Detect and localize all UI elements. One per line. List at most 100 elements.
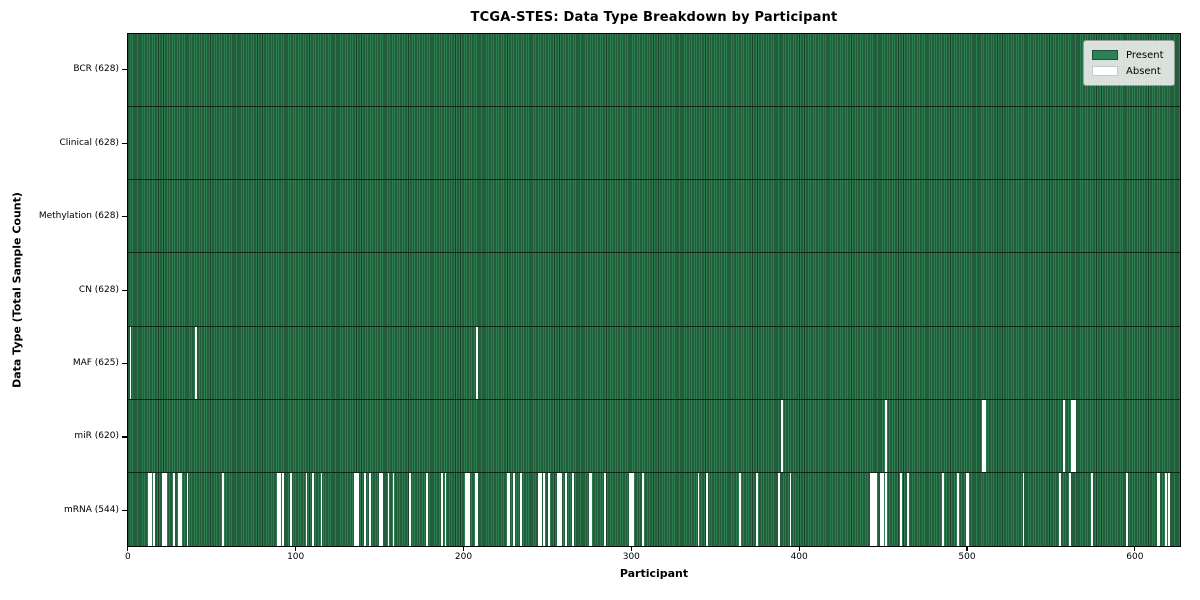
row-mir [128,399,1180,473]
absent-stripe [506,472,509,546]
absent-stripe [628,472,631,546]
absent-stripe [571,472,574,546]
absent-stripe [426,472,428,546]
x-tick-mark [966,547,968,551]
present-swatch-icon [1092,50,1118,60]
legend-label-absent: Absent [1126,65,1161,77]
x-tick-label: 400 [790,552,808,562]
absent-stripe [409,472,412,546]
legend-label-present: Present [1126,49,1164,61]
x-tick-mark [1134,547,1136,551]
absent-stripe [885,472,887,546]
absent-stripe [357,472,360,546]
absent-stripe [543,472,546,546]
absent-stripe [441,472,444,546]
absent-stripe [195,326,197,399]
x-tick-label: 100 [287,552,305,562]
absent-stripe [739,472,742,546]
row-maf [128,326,1180,400]
absent-stripe [129,326,132,399]
y-tick-label: mRNA (544) [64,504,119,515]
absent-stripe [392,472,395,546]
y-tick-mark [122,362,127,365]
legend-item-present: Present [1092,47,1166,63]
absent-stripe [277,472,279,546]
y-tick-mark [122,436,127,438]
absent-stripe [630,472,633,546]
absent-stripe [1126,472,1129,546]
chart-title: TCGA-STES: Data Type Breakdown by Partic… [470,10,838,25]
absent-stripe [305,472,308,546]
absent-stripe [789,472,792,546]
y-tick-mark [122,216,127,218]
absent-stripe [880,472,882,546]
y-tick-label: Methylation (628) [38,211,119,222]
absent-stripe [312,472,315,546]
absent-stripe [476,326,479,399]
absent-stripe [379,472,382,546]
y-tick-mark [122,289,127,291]
absent-stripe [149,472,152,546]
absent-stripe [538,472,541,546]
absent-stripe [1071,399,1073,472]
absent-stripe [603,472,606,546]
absent-stripe [519,472,522,546]
x-tick-mark [127,547,129,551]
absent-stripe [560,472,562,546]
absent-stripe [781,399,784,472]
absent-stripe [1091,472,1093,546]
x-tick-mark [295,547,297,551]
absent-stripe [548,472,551,546]
x-tick-label: 600 [1126,552,1144,562]
legend: Present Absent [1083,40,1175,86]
absent-stripe [444,472,447,546]
absent-stripe [873,472,876,546]
absent-stripe [179,472,182,546]
x-tick-mark [630,547,632,551]
x-axis-label: Participant [619,567,689,580]
absent-stripe [173,472,176,546]
absent-stripe [186,472,189,546]
x-tick-label: 200 [454,552,473,562]
absent-stripe [558,472,561,546]
absent-stripe [965,472,968,546]
absent-stripe [355,472,358,546]
absent-stripe [1074,399,1077,472]
absent-stripe [464,472,467,546]
absent-stripe [697,472,700,546]
y-tick-mark [122,509,127,511]
plot-area [127,33,1181,547]
absent-stripe [354,472,356,546]
absent-stripe [1158,472,1161,546]
absent-stripe [900,472,903,546]
x-tick-label: 300 [622,552,640,562]
absent-stripe [178,472,181,546]
absent-stripe [540,472,542,546]
absent-stripe [1164,472,1167,546]
absent-stripe [871,472,874,546]
absent-stripe [556,472,559,546]
absent-stripe [290,472,293,546]
y-tick-mark [122,142,127,144]
absent-stripe [369,472,372,546]
absent-stripe [161,472,164,546]
x-tick-label: 0 [124,552,131,562]
y-tick-label: Clinical (628) [59,137,119,148]
absent-stripe [957,472,959,546]
row-bcr [128,34,1180,108]
absent-stripe [466,472,469,546]
y-tick-label: CN (628) [78,284,119,295]
absent-stripe [984,399,986,472]
absent-stripe [474,472,477,546]
row-clinical [128,107,1180,181]
absent-stripe [164,472,167,546]
absent-stripe [642,472,645,546]
absent-stripe [632,472,635,546]
x-tick-label: 500 [958,552,976,562]
absent-stripe [278,472,281,546]
absent-stripe [756,472,758,546]
absent-stripe [476,472,479,546]
absent-stripe [590,472,593,546]
absent-stripe [1022,472,1025,546]
